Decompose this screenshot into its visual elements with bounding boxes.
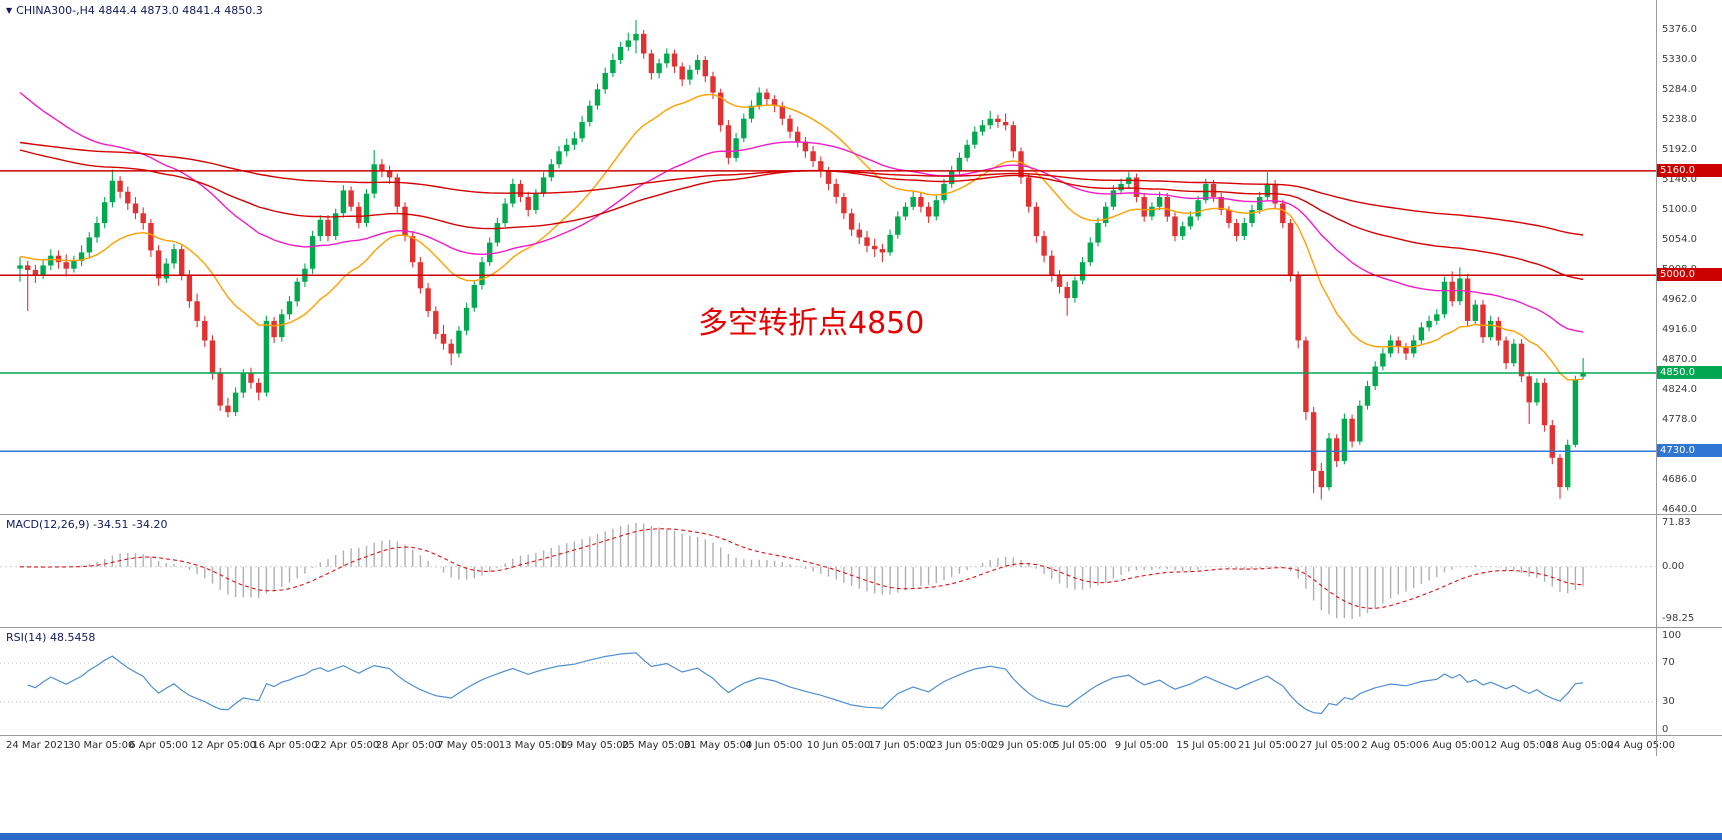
price-axis-label: 5376.0 [1662, 24, 1697, 35]
date-label: 29 Jun 05:00 [991, 740, 1056, 751]
macd-label: MACD(12,26,9) -34.51 -34.20 [6, 518, 168, 531]
date-label: 9 Jul 05:00 [1114, 740, 1169, 751]
candlestick-plot[interactable] [0, 0, 1722, 514]
price-axis-label: 4686.0 [1662, 474, 1697, 485]
macd-panel[interactable]: MACD(12,26,9) -34.51 -34.20 71.83 0.00 -… [0, 514, 1722, 627]
date-label: 24 Aug 05:00 [1607, 740, 1676, 751]
rsi-label: RSI(14) 48.5458 [6, 631, 96, 644]
date-label: 15 Jul 05:00 [1176, 740, 1237, 751]
chart-annotation-text[interactable]: 多空转折点4850 [698, 306, 925, 341]
footer-space [0, 756, 1722, 833]
date-label: 12 Aug 05:00 [1484, 740, 1552, 751]
rsi-plot[interactable] [0, 628, 1722, 736]
price-axis-label: 5146.0 [1662, 174, 1697, 185]
price-axis-label: 4870.0 [1662, 354, 1697, 365]
price-axis-label: 5330.0 [1662, 54, 1697, 65]
symbol-ohlc-text: CHINA300-,H4 4844.4 4873.0 4841.4 4850.3 [16, 4, 263, 17]
hline-price-tag: 4730.0 [1657, 444, 1722, 458]
price-axis-label: 4916.0 [1662, 324, 1697, 335]
hline-price-tag: 4850.0 [1657, 366, 1722, 380]
macd-axis-max: 71.83 [1662, 517, 1691, 528]
date-label: 17 Jun 05:00 [868, 740, 932, 751]
symbol-info: ▼ CHINA300-,H4 4844.4 4873.0 4841.4 4850.… [6, 4, 263, 17]
price-chart-panel[interactable]: ▼ CHINA300-,H4 4844.4 4873.0 4841.4 4850.… [0, 0, 1722, 515]
price-axis-label: 4824.0 [1662, 384, 1697, 395]
date-label: 16 Apr 05:00 [252, 740, 318, 751]
date-label: 6 Aug 05:00 [1422, 740, 1484, 751]
axis-separator [1656, 0, 1657, 756]
date-label: 18 Aug 05:00 [1546, 740, 1614, 751]
rsi-panel[interactable]: RSI(14) 48.5458 100 70 30 0 [0, 627, 1722, 736]
macd-axis-zero: 0.00 [1662, 560, 1685, 572]
price-axis-label: 5238.0 [1662, 114, 1697, 125]
rsi-axis-0: 0 [1662, 724, 1669, 735]
price-axis-label: 5192.0 [1662, 144, 1697, 155]
date-label: 7 May 05:00 [437, 740, 500, 751]
date-label: 5 Jul 05:00 [1053, 740, 1107, 751]
date-axis[interactable]: 24 Mar 2021 30 Mar 05:00 6 Apr 05:00 12 Apr… [0, 735, 1722, 757]
rsi-axis-30: 30 [1662, 696, 1675, 707]
date-label: 30 Mar 05:00 [67, 740, 135, 751]
symbol-dropdown-icon[interactable]: ▼ [6, 6, 13, 15]
macd-axis-min: -98.25 [1662, 613, 1695, 624]
rsi-axis-70: 70 [1662, 657, 1675, 668]
date-label: 6 Apr 05:00 [129, 740, 189, 751]
date-label: 24 Mar 2021 [6, 740, 70, 751]
date-label: 22 Apr 05:00 [314, 740, 380, 751]
price-axis-label: 5284.0 [1662, 84, 1697, 95]
date-label: 23 Jun 05:00 [930, 740, 994, 751]
date-label: 25 May 05:00 [622, 740, 691, 751]
price-axis-label: 4962.0 [1662, 294, 1697, 305]
hline-price-tag: 5160.0 [1657, 163, 1722, 177]
date-label: 31 May 05:00 [683, 740, 753, 751]
price-axis-label: 4640.0 [1662, 504, 1697, 515]
rsi-axis-100: 100 [1662, 630, 1682, 641]
date-label: 21 Jul 05:00 [1238, 740, 1298, 751]
date-label: 2 Aug 05:00 [1361, 740, 1423, 751]
price-axis-label: 5100.0 [1662, 204, 1697, 215]
macd-plot[interactable] [0, 515, 1722, 627]
price-axis-label: 4778.0 [1662, 414, 1697, 425]
date-label: 13 May 05:00 [498, 740, 568, 751]
date-label: 27 Jul 05:00 [1299, 740, 1360, 751]
bottom-bar [0, 833, 1722, 840]
price-axis-label: 5054.0 [1662, 234, 1697, 245]
date-label: 12 Apr 05:00 [190, 740, 256, 751]
date-label: 19 May 05:00 [560, 740, 629, 751]
hline-price-tag: 5000.0 [1657, 268, 1722, 282]
date-label: 28 Apr 05:00 [375, 740, 441, 751]
date-label: 4 Jun 05:00 [745, 740, 803, 751]
date-label: 10 Jun 05:00 [806, 740, 871, 751]
